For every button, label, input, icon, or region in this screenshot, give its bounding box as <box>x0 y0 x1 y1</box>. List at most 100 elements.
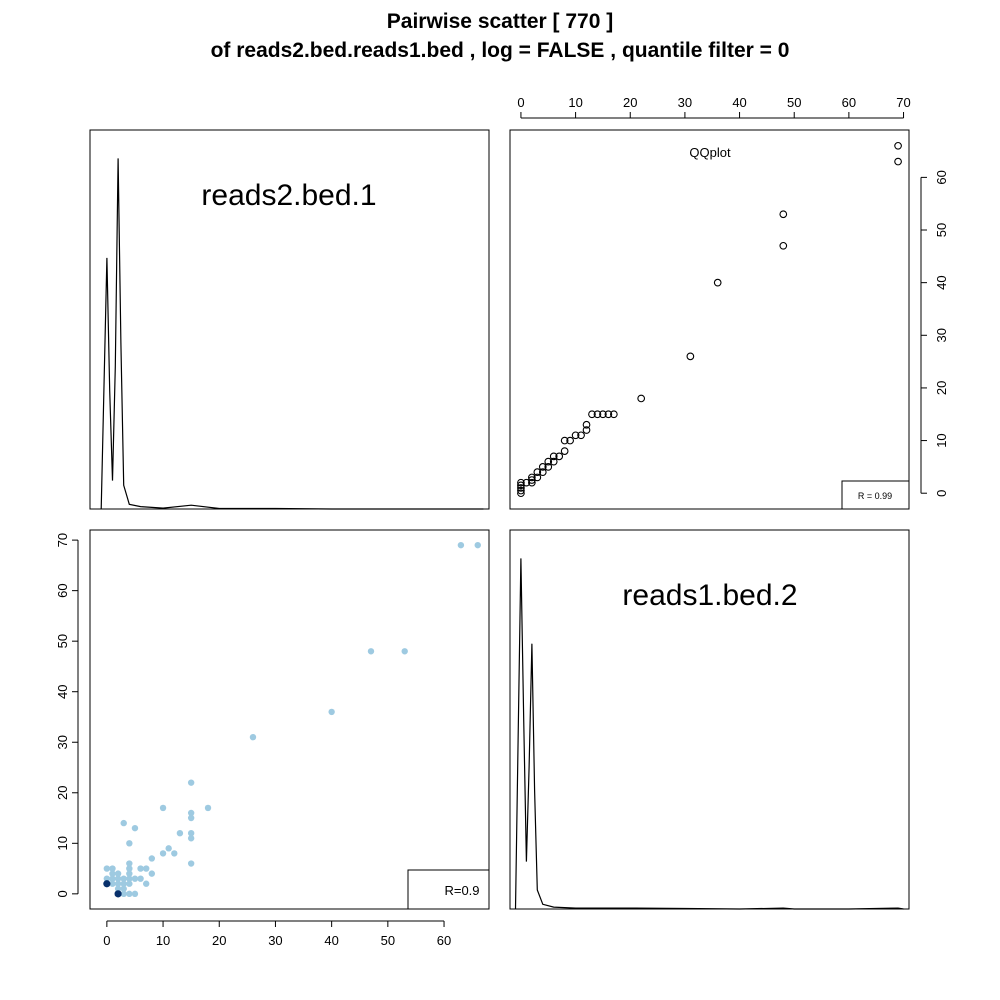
scatter-point <box>120 875 127 882</box>
scatter-point <box>126 840 133 847</box>
scatter-point <box>126 880 133 887</box>
scatter-point <box>401 648 408 655</box>
qq-x-tick-label: 30 <box>678 95 692 110</box>
scatter-point <box>204 804 212 812</box>
scatter-point <box>165 845 172 852</box>
qqplot-layer: 0 10 20 30 40 50 60 70 0 10 20 30 40 50 60 <box>517 95 949 498</box>
scatter-point <box>114 870 122 877</box>
qqplot-label: QQplot <box>689 145 731 160</box>
scatter-x-tick-label: 40 <box>324 933 338 948</box>
qq-point <box>686 352 695 361</box>
qq-x-tick-label: 40 <box>732 95 746 110</box>
qq-point <box>604 410 613 419</box>
scatter-corr-box <box>407 869 490 910</box>
scatter-point <box>103 875 111 882</box>
scatter-point <box>137 875 144 882</box>
qq-x-tick-label: 70 <box>896 95 910 110</box>
qq-point <box>560 447 569 455</box>
qq-x-tick-label: 0 <box>517 95 524 110</box>
qq-corr-text: R = 0.99 <box>858 491 892 501</box>
scatter-point <box>457 541 465 549</box>
scatter-point <box>187 809 195 817</box>
qq-point <box>577 431 585 440</box>
scatter-y-tick-label: 70 <box>55 533 70 547</box>
scatter-point <box>120 885 127 892</box>
scatter-y-tick-label: 10 <box>55 836 70 850</box>
scatter-point <box>148 870 156 877</box>
scatter-point <box>176 830 184 837</box>
qq-point <box>533 473 542 482</box>
scatter-point <box>126 870 133 877</box>
qq-point <box>566 436 574 445</box>
scatter-point <box>148 855 156 862</box>
qq-y-tick-label: 30 <box>934 328 949 342</box>
qq-x-tick-label: 50 <box>787 95 801 110</box>
density-1-layer <box>100 158 484 510</box>
qq-point <box>637 394 646 403</box>
qq-point <box>549 452 558 461</box>
scatter-point <box>131 890 139 898</box>
panel-scatter-frame <box>89 529 490 910</box>
density-curve <box>100 158 484 510</box>
qq-point <box>549 457 558 466</box>
qq-point <box>894 157 902 166</box>
qq-y-tick-label: 40 <box>934 275 949 289</box>
qq-point <box>609 410 618 419</box>
qq-point <box>560 436 569 445</box>
scatter-point <box>126 875 133 882</box>
scatter-point <box>328 708 335 716</box>
qq-y-tick-label: 0 <box>934 490 949 497</box>
scatter-point <box>474 541 481 549</box>
qq-point <box>713 278 722 287</box>
scatter-point <box>187 830 195 837</box>
scatter-point <box>142 880 150 887</box>
qq-point <box>517 484 525 492</box>
qq-corr-box <box>841 480 910 510</box>
scatter-point <box>126 860 133 867</box>
scatter-point <box>120 880 127 887</box>
scatter-point <box>137 865 144 872</box>
scatter-point <box>171 850 178 857</box>
qq-point <box>517 489 525 498</box>
scatter-point <box>131 875 139 882</box>
qq-point <box>555 452 564 461</box>
scatter-y-tick-label: 40 <box>55 684 70 698</box>
scatter-point <box>109 870 116 877</box>
scatter-point <box>126 890 133 898</box>
qq-point <box>528 478 536 487</box>
qq-y-tick-label: 10 <box>934 433 949 447</box>
scatter-point <box>187 860 195 867</box>
qq-point <box>599 410 607 419</box>
scatter-point <box>187 779 195 786</box>
scatter-y-tick-label: 30 <box>55 735 70 749</box>
diag-label-2: reads1.bed.2 <box>622 579 797 612</box>
qq-point <box>544 457 553 466</box>
scatter-x-tick-label: 50 <box>381 933 395 948</box>
scatter-point <box>114 875 122 882</box>
scatter-point <box>120 819 127 827</box>
scatter-y-tick-label: 60 <box>55 583 70 597</box>
scatter-x-tick-label: 60 <box>437 933 451 948</box>
qq-point <box>528 473 536 482</box>
scatter-point <box>367 648 375 655</box>
qq-point <box>582 420 591 429</box>
qq-y-tick-label: 20 <box>934 381 949 395</box>
scatter-point-dense <box>103 880 111 888</box>
density-2-layer <box>514 558 904 910</box>
panel-qqplot-frame <box>509 129 910 510</box>
qq-y-tick-label: 50 <box>934 223 949 237</box>
scatter-layer: 0 10 20 30 40 50 60 0 10 20 30 40 50 60 70 <box>55 533 481 948</box>
scatter-point <box>114 885 122 892</box>
qq-point <box>779 210 788 219</box>
qq-x-tick-label: 20 <box>623 95 637 110</box>
scatter-point-dense <box>114 890 122 898</box>
chart-title-line2: of reads2.bed.reads1.bed , log = FALSE ,… <box>211 39 790 62</box>
scatter-point <box>159 804 167 812</box>
qq-point <box>593 410 602 419</box>
scatter-x-tick-label: 10 <box>156 933 170 948</box>
qq-y-tick-label: 60 <box>934 170 949 184</box>
density-curve <box>514 558 904 910</box>
scatter-point <box>114 880 122 887</box>
scatter-point <box>142 865 150 872</box>
